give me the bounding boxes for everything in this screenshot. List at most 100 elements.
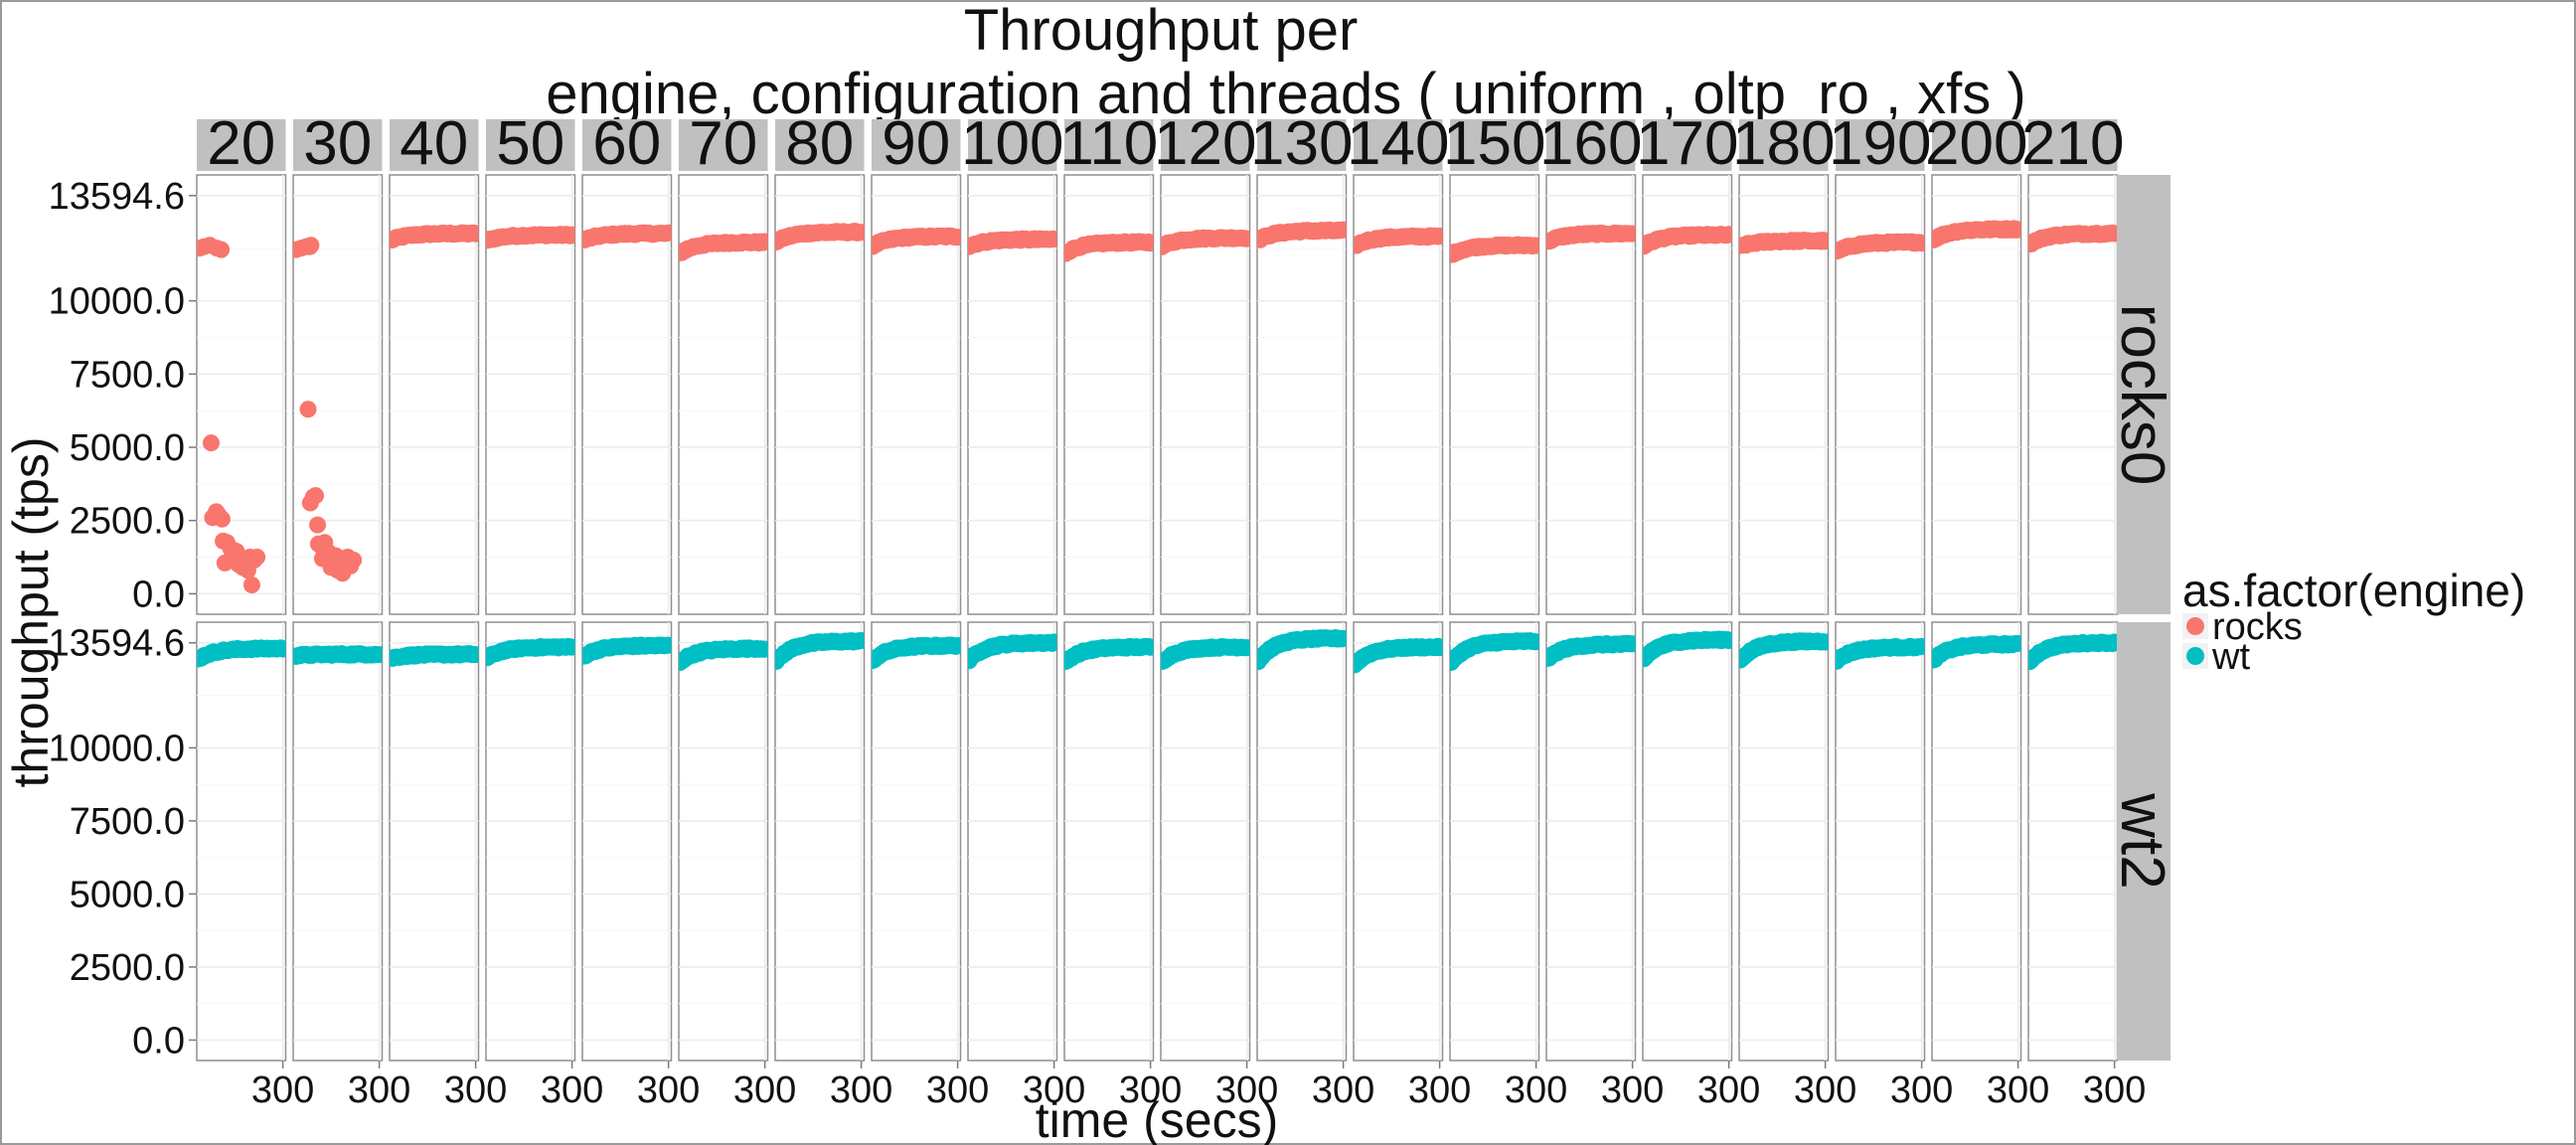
facet-panel [1353,621,1444,1062]
facet-panel [1835,621,1926,1062]
x-tick-label: 300 [733,1069,796,1111]
data-point [302,237,320,254]
facet-strip-column [197,119,286,171]
data-point [371,646,383,664]
data-point [1624,635,1636,653]
facet-strip-column [872,119,961,171]
series-points-rocks [775,223,865,251]
facet-panel [1738,621,1830,1062]
facet-strip-label: 110 [1059,109,1158,178]
y-tick-label: 2500.0 [70,501,185,543]
x-tick-label: 300 [1890,1069,1953,1111]
facet-panel [485,621,576,1062]
facet-strip-label: 180 [1732,109,1835,178]
x-tick-label: 300 [1023,1069,1085,1111]
facet-strips: 20 30 40 50 60 70 80 90 100110120130140150160170… [197,109,2176,1061]
data-point [1046,633,1057,651]
facet-panel [1545,621,1637,1062]
facet-panel [1931,621,2022,1062]
series-points-rocks [197,237,266,594]
facet-strip-column [1739,119,1829,171]
facet-strip-column [390,119,479,171]
data-point [213,510,231,528]
facet-panel [581,621,673,1062]
facet-panel [678,621,769,1062]
facet-panel [389,621,480,1062]
x-tick-label: 300 [348,1069,410,1111]
series-points-wt [1739,632,1829,669]
x-tick-label: 300 [926,1069,989,1111]
facet-panel [871,621,962,1062]
facet-strip-label: 40 [400,109,468,178]
series-points-rocks [1932,220,2021,248]
data-point [1817,633,1829,651]
facet-panel [967,621,1058,1062]
data-point [309,516,327,534]
data-point [2010,221,2021,239]
chart-title-line-1: Throughput per [964,0,1359,63]
series-points-rocks [1064,233,1154,262]
series-points-rocks [293,237,363,582]
facet-strip-label: 30 [303,109,372,178]
series-points-wt [1546,634,1636,667]
facet-strip-label: 140 [1347,109,1449,178]
y-tick-label: 5000.0 [70,427,185,469]
x-tick-label: 300 [1794,1069,1856,1111]
x-tick-label: 300 [1215,1069,1278,1111]
data-point [660,636,672,654]
facet-strip-column [1836,119,1925,171]
data-point [2010,634,2021,652]
series-points-wt [1932,634,2021,669]
data-point [564,226,575,244]
x-tick-label: 300 [637,1069,700,1111]
data-point [1913,235,1925,252]
facet-panel [292,621,384,1062]
data-point [307,487,325,505]
series-points-wt [2028,633,2118,671]
facet-panel [1256,621,1348,1062]
x-tick-label: 300 [251,1069,314,1111]
series-points-rocks [1257,221,1347,248]
y-tick-label: 5000.0 [70,874,185,915]
facet-strip-column [1161,119,1250,171]
facet-strip-label: 50 [496,109,564,178]
data-point [2106,225,2118,243]
data-point [1431,228,1443,245]
facet-panel [774,621,866,1062]
legend-key-rocks [2186,617,2204,635]
series-points-rocks [1546,224,1636,250]
series-points-wt [1450,632,1539,671]
data-point [242,576,260,594]
series-points-wt [679,639,768,672]
facet-strip-row-label: wt2 [2108,792,2176,889]
data-point [1431,639,1443,657]
facet-strip-column [2028,119,2118,171]
series-points-wt [293,645,383,665]
data-point [299,401,317,418]
data-point [1720,226,1732,244]
facet-strip-label: 20 [207,109,275,178]
series-points-wt [775,632,865,670]
y-tick-label: 10000.0 [49,728,185,769]
y-tick-label: 2500.0 [70,947,185,989]
x-tick-label: 300 [444,1069,507,1111]
y-tick-label: 13594.6 [49,623,185,665]
y-tick-label: 7500.0 [70,801,185,843]
series-points-wt [968,633,1057,670]
x-tick-label: 300 [1408,1069,1471,1111]
facet-panel [1160,621,1251,1062]
x-tick-label: 300 [1505,1069,1567,1111]
x-tick-label: 300 [2083,1069,2146,1111]
series-points-rocks [968,230,1057,255]
facet-strip-label: 120 [1154,109,1256,178]
data-point [1335,629,1347,647]
facet-strip-label: 210 [2021,109,2124,178]
data-point [1142,235,1154,252]
facet-strip-column [1064,119,1154,171]
data-point [853,632,865,650]
data-point [2106,633,2118,651]
facet-strip-column [1643,119,1732,171]
facet-panel [1063,621,1155,1062]
